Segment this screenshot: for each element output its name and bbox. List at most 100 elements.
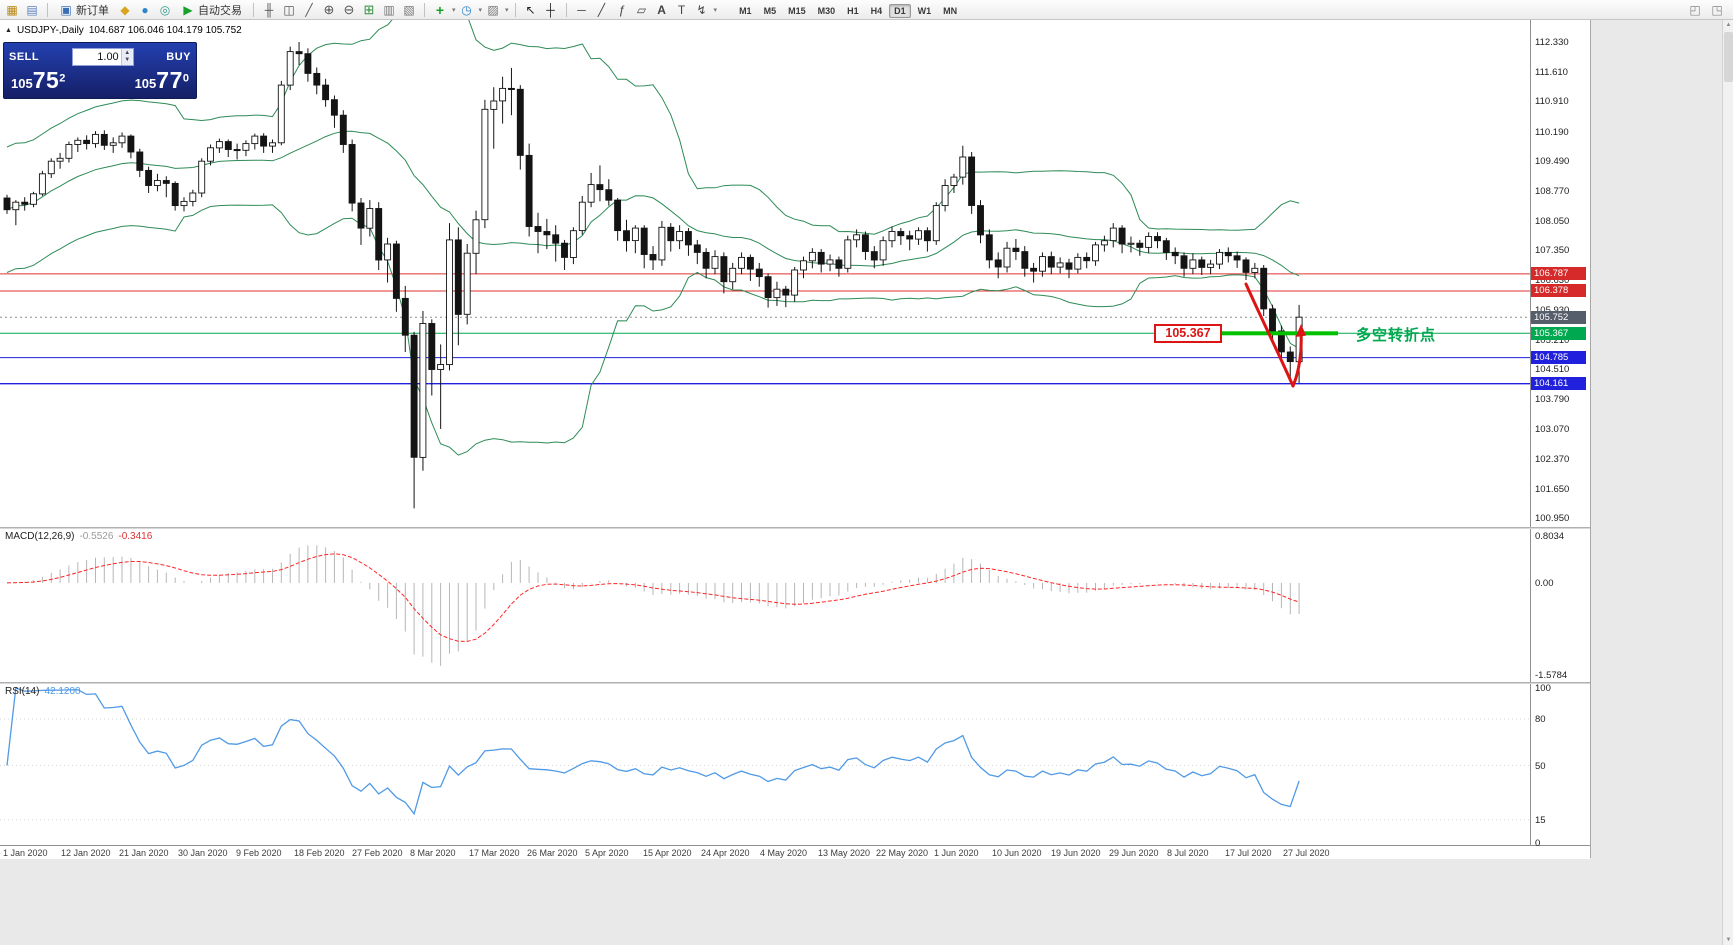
profiles-icon[interactable]: ▤	[26, 2, 38, 17]
bar-chart-mode-icon[interactable]: ╫	[264, 2, 274, 17]
date-tick: 24 Apr 2020	[701, 848, 750, 858]
scrollbar-down-icon[interactable]: ▼	[1725, 937, 1732, 943]
price-line-label-106.378: 106.378	[1531, 284, 1586, 297]
volume-input[interactable]	[72, 48, 121, 65]
candlestick-series	[3, 42, 1303, 509]
timeframe-button-h1[interactable]: H1	[842, 4, 864, 18]
scrollbar-up-icon[interactable]: ▲	[1725, 22, 1732, 28]
shapes-tool-icon[interactable]: ▱	[636, 2, 647, 17]
label-tool-icon[interactable]: T	[677, 2, 686, 17]
chevron-down-icon[interactable]: ▾	[505, 6, 509, 14]
text-tool-icon[interactable]: A	[657, 2, 666, 17]
timeframe-button-m30[interactable]: M30	[813, 4, 841, 18]
chevron-down-icon[interactable]: ▾	[478, 6, 483, 14]
rsi-indicator-label: RSI(14) 42.1200	[5, 686, 81, 697]
horizontal-line-tool-icon[interactable]: ─	[577, 2, 586, 17]
timeframe-button-w1[interactable]: W1	[913, 4, 937, 18]
trend-arrow-up[interactable]	[1291, 332, 1303, 388]
date-tick: 10 Jun 2020	[992, 848, 1042, 858]
tile-windows-icon[interactable]: ⊞	[363, 1, 375, 17]
pivot-highlight-segment[interactable]	[1222, 331, 1338, 336]
candlestick-mode-icon[interactable]: ◫	[283, 2, 295, 17]
trendline-tool-icon[interactable]: ╱	[597, 2, 606, 17]
arrows-tool-icon[interactable]: ↯	[696, 2, 707, 17]
macd-panel-canvas[interactable]	[0, 528, 1530, 683]
add-indicator-icon[interactable]: +	[435, 1, 445, 18]
price-tick: 105.930	[1535, 305, 1569, 316]
strategy-tester-icon[interactable]: ◎	[159, 2, 171, 17]
price-axis[interactable]: 112.330 111.610 110.910 110.190 109.490 108.7…	[1531, 0, 1590, 945]
rsi-tick: 0	[1535, 838, 1541, 849]
pivot-price-tag[interactable]: 105.367	[1154, 324, 1222, 343]
date-tick: 18 Feb 2020	[294, 848, 345, 858]
timeframe-button-m1[interactable]: M1	[734, 4, 757, 18]
price-tick: 112.330	[1535, 37, 1569, 48]
timeframe-toolbar: M1 M5 M15 M30 H1 H4 D1 W1 MN	[733, 1, 963, 19]
chevron-down-icon[interactable]: ▾	[713, 6, 718, 14]
time-axis[interactable]: 1 Jan 2020 12 Jan 2020 21 Jan 2020 30 Jan 2…	[0, 845, 1590, 859]
indicator-list-icon[interactable]: ▥	[383, 2, 395, 17]
new-chart-icon[interactable]: ▦	[6, 2, 18, 17]
date-tick: 12 Jan 2020	[61, 848, 111, 858]
price-tick: 109.490	[1535, 156, 1570, 167]
price-tick: 102.370	[1535, 454, 1570, 465]
crosshair-icon[interactable]: ┼	[546, 2, 555, 17]
price-chart-canvas[interactable]	[0, 20, 1530, 528]
zoom-in-icon[interactable]: ⊕	[323, 1, 335, 17]
bollinger-upper-band	[6, 20, 1300, 235]
collapse-triangle-icon[interactable]: ▲	[5, 27, 12, 34]
periods-clock-icon[interactable]: ◷	[461, 2, 472, 17]
price-tick: 110.910	[1535, 96, 1569, 107]
toolbar-separator	[514, 2, 516, 17]
price-line-label-105.752: 105.752	[1531, 311, 1586, 324]
vertical-scrollbar[interactable]: ▲ ▼	[1722, 20, 1733, 945]
scrollbar-thumb[interactable]	[1724, 32, 1733, 82]
templates-icon[interactable]: ▨	[487, 2, 499, 17]
price-axis-border	[1530, 20, 1531, 845]
timeframe-button-mn[interactable]: MN	[938, 4, 962, 18]
cursor-icon[interactable]: ↖	[525, 2, 536, 17]
new-order-button[interactable]: ▣ 新订单	[54, 1, 114, 19]
sell-price-button[interactable]: 105752	[11, 67, 65, 94]
price-line-label-104.161: 104.161	[1531, 377, 1586, 390]
chevron-down-icon[interactable]: ▾	[452, 6, 456, 14]
chart-title: ▲ USDJPY-,Daily 104.687 106.046 104.179 …	[5, 25, 242, 36]
spinner-down-icon[interactable]: ▼	[124, 56, 131, 63]
panel-divider-macd[interactable]	[0, 527, 1590, 529]
timeframe-button-m5[interactable]: M5	[759, 4, 782, 18]
zoom-out-icon[interactable]: ⊖	[343, 1, 355, 17]
restore-window-icon[interactable]: ◳	[1711, 2, 1723, 17]
rsi-tick: 80	[1535, 714, 1546, 725]
rsi-tick: 50	[1535, 761, 1546, 772]
terminal-icon[interactable]: ●	[141, 2, 149, 17]
trend-arrow-down[interactable]	[1244, 282, 1295, 388]
macd-value: -0.5526	[79, 531, 114, 542]
price-tick: 100.950	[1535, 513, 1570, 524]
date-tick: 17 Mar 2020	[469, 848, 520, 858]
rsi-panel-canvas[interactable]	[0, 683, 1530, 845]
line-chart-mode-icon[interactable]: ╱	[305, 2, 313, 17]
toolbar-separator	[565, 2, 567, 17]
buy-button-label[interactable]: BUY	[166, 50, 191, 63]
window-controls: ◰ ◳	[1686, 1, 1730, 19]
date-tick: 19 Jun 2020	[1051, 848, 1101, 858]
rsi-line	[6, 687, 1300, 816]
metaeditor-icon[interactable]: ◆	[120, 2, 130, 17]
objects-list-icon[interactable]: ▧	[403, 2, 415, 17]
auto-trading-button[interactable]: ▶ 自动交易	[176, 1, 247, 19]
timeframe-button-d1[interactable]: D1	[889, 3, 911, 18]
fibonacci-tool-icon[interactable]: ƒ	[618, 2, 625, 17]
buy-price-button[interactable]: 105770	[135, 67, 189, 94]
sell-price-main: 75	[32, 67, 60, 93]
date-tick: 26 Mar 2020	[527, 848, 578, 858]
pivot-annotation-text[interactable]: 多空转折点	[1356, 327, 1437, 344]
new-order-icon: ▣	[60, 2, 72, 17]
timeframe-button-m15[interactable]: M15	[783, 4, 811, 18]
sell-button-label[interactable]: SELL	[9, 50, 40, 63]
price-tick: 101.650	[1535, 484, 1570, 495]
date-tick: 1 Jun 2020	[934, 848, 979, 858]
panel-divider-rsi[interactable]	[0, 682, 1590, 684]
spinner-up-icon[interactable]: ▲	[124, 49, 131, 56]
dock-panel-icon[interactable]: ◰	[1689, 2, 1701, 17]
timeframe-button-h4[interactable]: H4	[866, 4, 888, 18]
